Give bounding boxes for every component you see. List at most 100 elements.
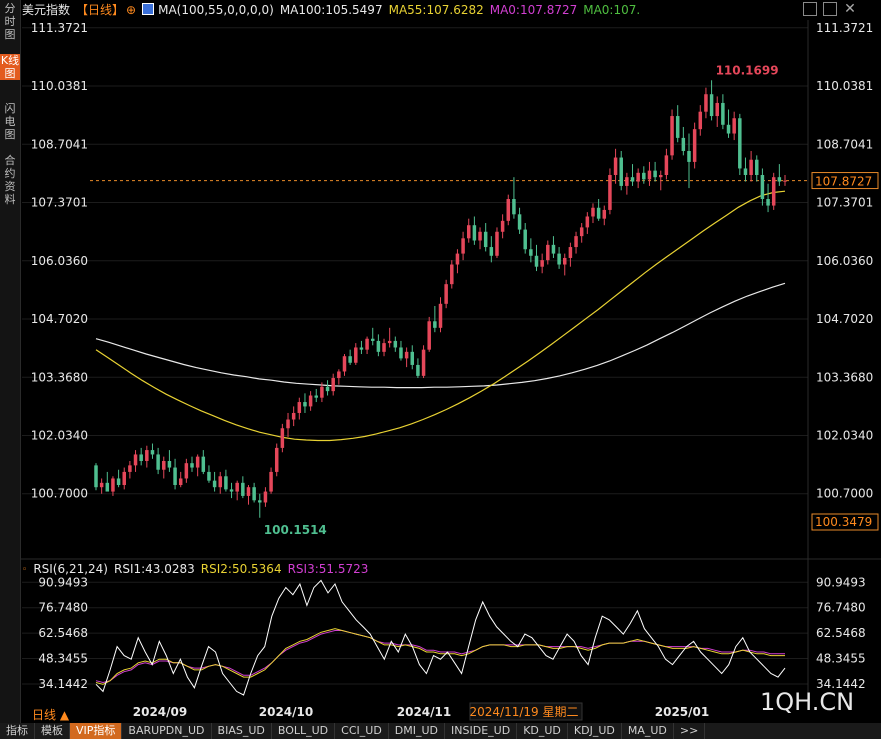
candle-body xyxy=(670,116,674,156)
left-rail: 分时图 K线图 闪电图 合约资料 xyxy=(0,0,21,723)
bottom-tab-9[interactable]: KD_UD xyxy=(517,723,568,739)
candle-body xyxy=(546,244,550,261)
bottom-tab-8[interactable]: INSIDE_UD xyxy=(445,723,518,739)
add-icon[interactable]: ⊕ xyxy=(126,3,137,17)
candle-body xyxy=(698,111,703,130)
bottom-tab-10[interactable]: KDJ_UD xyxy=(568,723,622,739)
candle-body xyxy=(167,460,172,468)
candle-body xyxy=(218,476,222,488)
tab-kline[interactable]: K线图 xyxy=(0,54,20,80)
rsi-tick-left: 48.3455 xyxy=(38,652,88,666)
candle-body xyxy=(291,412,296,420)
x-tick-label: 2025/01 xyxy=(655,705,709,719)
bottom-tab-4[interactable]: BIAS_UD xyxy=(212,723,272,739)
candle-body xyxy=(274,447,279,472)
maximize-button[interactable] xyxy=(823,2,837,16)
candle-body xyxy=(145,450,149,461)
candle-body xyxy=(116,478,121,486)
candle-body xyxy=(128,465,132,472)
current-price-label: 107.8727 xyxy=(815,175,872,189)
rsi2-value: RSI2:50.5364 xyxy=(200,562,282,576)
rsi-tick-right: 76.7480 xyxy=(816,601,866,615)
tab-timeshare[interactable]: 分时图 xyxy=(4,2,16,41)
price-tick-right: 104.7020 xyxy=(816,312,873,326)
candle-body xyxy=(201,456,206,472)
period-selector[interactable]: 【日线】 xyxy=(76,3,125,17)
candle-body xyxy=(433,321,437,328)
bottom-tab-1[interactable]: 模板 xyxy=(35,723,70,739)
bottom-tab-12[interactable]: >> xyxy=(674,723,706,739)
watermark: 1QH.CN xyxy=(760,688,855,716)
candle-body xyxy=(331,378,335,392)
candle-body xyxy=(359,347,364,350)
candle-body xyxy=(252,487,256,501)
candle-body xyxy=(421,349,426,376)
period-toggle[interactable]: 日线 ▲ xyxy=(32,708,70,722)
price-tick-right: 110.0381 xyxy=(816,79,873,93)
candle-body xyxy=(483,231,488,248)
bottom-tab-0[interactable]: 指标 xyxy=(0,723,35,739)
candle-body xyxy=(207,471,211,481)
candle-body xyxy=(308,395,313,407)
ma55-line xyxy=(95,190,786,442)
tab-flash[interactable]: 闪电图 xyxy=(4,102,16,141)
candle-body xyxy=(551,244,556,254)
bottom-tab-7[interactable]: DMI_UD xyxy=(389,723,446,739)
rsi-settings-icon[interactable]: ◦ xyxy=(22,565,28,575)
bottom-tab-5[interactable]: BOLL_UD xyxy=(272,723,336,739)
candle-body xyxy=(190,463,194,468)
candle-body xyxy=(732,118,736,134)
rsi-tick-left: 62.5468 xyxy=(38,626,88,640)
rsi2-line xyxy=(95,628,785,685)
bottom-tab-3[interactable]: BARUPDN_UD xyxy=(122,723,212,739)
candle-body xyxy=(500,220,505,232)
candle-body xyxy=(659,175,663,178)
candle-body xyxy=(99,482,104,488)
candle-body xyxy=(133,454,138,466)
tab-contract-info[interactable]: 合约资料 xyxy=(4,154,16,206)
candle-body xyxy=(325,386,330,392)
candle-body xyxy=(416,364,420,376)
candle-body xyxy=(111,478,115,492)
window-controls: ✕ xyxy=(803,2,873,18)
candle-body xyxy=(178,478,183,486)
bottom-tab-6[interactable]: CCI_UD xyxy=(335,723,389,739)
candle-body xyxy=(404,351,409,359)
x-tick-label: 2024/11 xyxy=(397,705,451,719)
price-tick-right: 103.3680 xyxy=(816,370,873,384)
close-icon[interactable]: ✕ xyxy=(844,1,856,17)
candle-body xyxy=(348,356,352,363)
candle-body xyxy=(241,482,245,496)
x-crosshair-box xyxy=(469,702,583,721)
candle-body xyxy=(258,500,262,503)
indicator-icon[interactable] xyxy=(142,3,155,15)
candle-body xyxy=(342,356,347,372)
bottom-tab-11[interactable]: MA_UD xyxy=(622,723,674,739)
candle-body xyxy=(608,175,612,210)
price-tick-right: 106.0360 xyxy=(816,254,873,268)
candle-body xyxy=(743,168,748,176)
rsi-tick-right: 90.9493 xyxy=(816,575,866,589)
rsi1-line xyxy=(95,579,786,696)
rsi3-value: RSI3:51.5723 xyxy=(287,562,369,576)
rsi-label: RSI(6,21,24) xyxy=(33,562,108,576)
bottom-tab-2[interactable]: VIP指标 xyxy=(70,723,123,739)
price-tick-left: 103.3680 xyxy=(31,370,88,384)
candle-body xyxy=(760,175,765,200)
candle-body xyxy=(613,157,618,176)
candle-body xyxy=(354,347,358,363)
candle-body xyxy=(596,207,601,219)
price-tick-left: 108.7041 xyxy=(31,137,88,151)
candle-body xyxy=(162,460,166,470)
candle-body xyxy=(387,340,392,344)
candle-body xyxy=(450,264,454,285)
low-marker-label: 100.3479 xyxy=(815,515,872,529)
price-tick-left: 107.3701 xyxy=(31,196,88,210)
candle-body xyxy=(771,177,776,206)
restore-button[interactable] xyxy=(803,2,817,16)
candle-body xyxy=(365,338,369,350)
chart-header: 美元指数 【日线】 ⊕ MA(100,55,0,0,0,0) MA100:105.549… xyxy=(22,0,802,20)
candle-body xyxy=(512,199,516,215)
candle-body xyxy=(212,480,217,488)
